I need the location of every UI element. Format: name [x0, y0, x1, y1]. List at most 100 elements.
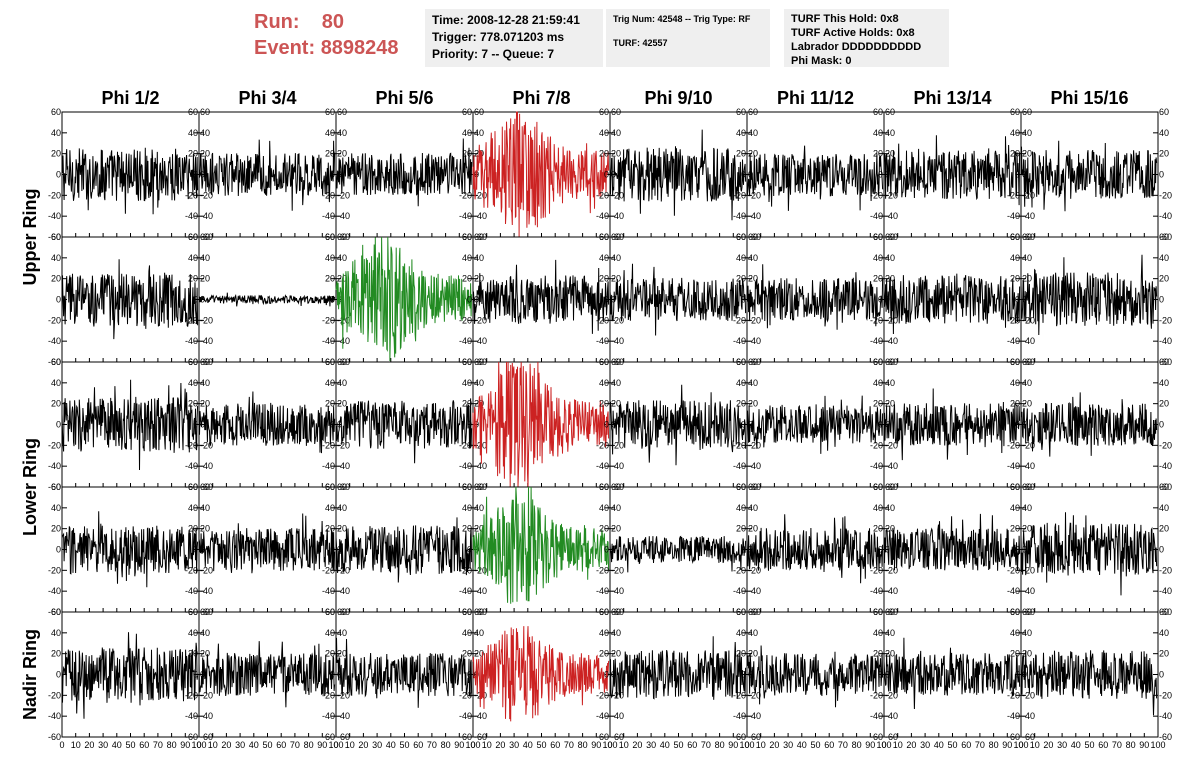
y-tick-label: 20	[474, 274, 484, 284]
y-tick-label: 20	[188, 649, 198, 659]
x-tick-label: 80	[304, 740, 314, 750]
y-tick-label: -40	[474, 711, 487, 721]
y-tick-label: 20	[748, 274, 758, 284]
y-tick-label: -40	[870, 586, 883, 596]
x-tick-label: 60	[687, 740, 697, 750]
x-tick-label: 40	[797, 740, 807, 750]
y-tick-label: -20	[596, 440, 609, 450]
x-tick-label: 20	[84, 740, 94, 750]
x-tick-label: 30	[372, 740, 382, 750]
y-tick-label: -40	[1007, 586, 1020, 596]
y-tick-label: -40	[733, 586, 746, 596]
y-tick-label: -40	[185, 586, 198, 596]
y-tick-label: 40	[885, 628, 895, 638]
y-tick-label: 60	[325, 607, 335, 617]
y-tick-label: 20	[325, 524, 335, 534]
y-tick-label: 60	[188, 482, 198, 492]
column-header: Phi 9/10	[644, 88, 712, 108]
y-tick-label: 20	[51, 149, 61, 159]
y-tick-label: 40	[188, 253, 198, 263]
x-tick-label: 10	[619, 740, 629, 750]
x-tick-label: 20	[495, 740, 505, 750]
y-tick-label: -40	[48, 461, 61, 471]
y-tick-label: 40	[599, 628, 609, 638]
y-tick-label: 40	[873, 503, 883, 513]
y-tick-label: 40	[337, 503, 347, 513]
column-header: Phi 11/12	[777, 88, 854, 108]
y-tick-label: 40	[462, 378, 472, 388]
y-tick-label: 40	[1010, 253, 1020, 263]
x-tick-label: 100	[191, 740, 206, 750]
y-tick-label: 0	[878, 295, 883, 305]
y-tick-label: 40	[462, 628, 472, 638]
y-tick-label: 60	[325, 482, 335, 492]
y-tick-label: 40	[873, 128, 883, 138]
y-tick-label: -60	[48, 732, 61, 742]
y-tick-label: -40	[322, 711, 335, 721]
y-tick-label: 20	[873, 649, 883, 659]
y-tick-label: 0	[330, 420, 335, 430]
y-tick-label: -40	[596, 586, 609, 596]
event-label: Event:	[254, 37, 316, 59]
y-tick-label: -60	[596, 732, 609, 742]
trig-num-text: Trig Num: 42548 -- Trig Type: RF	[613, 14, 751, 24]
y-tick-label: -20	[337, 690, 350, 700]
y-tick-label: -60	[733, 732, 746, 742]
x-tick-label: 10	[893, 740, 903, 750]
x-tick-label: 10	[208, 740, 218, 750]
y-tick-label: -40	[1007, 336, 1020, 346]
y-tick-label: 20	[474, 524, 484, 534]
y-tick-label: 60	[873, 482, 883, 492]
y-tick-label: 60	[1159, 482, 1169, 492]
y-tick-label: 40	[885, 378, 895, 388]
y-tick-label: 60	[736, 232, 746, 242]
x-tick-label: 100	[1013, 740, 1028, 750]
y-tick-label: 40	[200, 253, 210, 263]
y-tick-label: 60	[873, 357, 883, 367]
y-tick-label: 0	[1015, 670, 1020, 680]
column-header: Phi 5/6	[375, 88, 433, 108]
x-tick-label: 0	[744, 740, 749, 750]
y-tick-label: 40	[599, 128, 609, 138]
y-tick-label: -60	[870, 732, 883, 742]
x-tick-label: 0	[881, 740, 886, 750]
y-tick-label: -40	[885, 461, 898, 471]
y-tick-label: 20	[1159, 399, 1169, 409]
y-tick-label: 60	[599, 357, 609, 367]
y-tick-label: -40	[870, 336, 883, 346]
y-tick-label: 0	[1159, 670, 1164, 680]
y-tick-label: -40	[733, 336, 746, 346]
y-tick-label: 20	[1022, 524, 1032, 534]
y-tick-label: 40	[748, 628, 758, 638]
y-tick-label: 60	[1010, 482, 1020, 492]
waveform-trace	[335, 138, 473, 207]
y-tick-label: 20	[885, 399, 895, 409]
y-tick-label: -60	[459, 732, 472, 742]
x-tick-label: 50	[125, 740, 135, 750]
y-tick-label: -40	[200, 336, 213, 346]
y-tick-label: -60	[1159, 357, 1172, 367]
y-tick-label: 0	[604, 295, 609, 305]
y-tick-label: -60	[1159, 732, 1172, 742]
y-tick-label: 0	[1015, 295, 1020, 305]
y-tick-label: 0	[604, 670, 609, 680]
y-tick-label: 20	[462, 399, 472, 409]
y-tick-label: 60	[325, 107, 335, 117]
y-tick-label: 0	[1159, 420, 1164, 430]
y-tick-label: 20	[611, 149, 621, 159]
y-tick-label: -40	[337, 211, 350, 221]
y-tick-label: -20	[1022, 440, 1035, 450]
y-tick-label: 40	[51, 253, 61, 263]
y-tick-label: 20	[611, 274, 621, 284]
waveform-trace	[61, 632, 199, 719]
waveform-trace	[609, 384, 747, 466]
y-tick-label: 40	[873, 253, 883, 263]
y-tick-label: 40	[873, 378, 883, 388]
y-tick-label: -40	[1022, 711, 1035, 721]
y-tick-label: -20	[611, 315, 624, 325]
y-tick-label: 40	[200, 378, 210, 388]
y-tick-label: 0	[741, 170, 746, 180]
y-tick-label: 40	[1159, 503, 1169, 513]
